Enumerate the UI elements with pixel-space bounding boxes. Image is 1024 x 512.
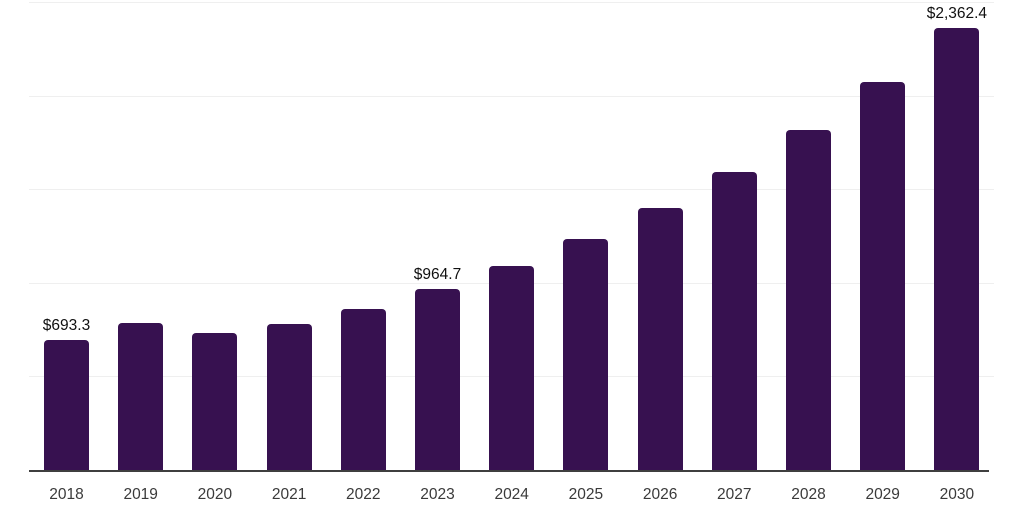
bar-2019 [118,323,164,470]
data-label-2023: $964.7 [413,266,462,284]
bar-2029 [860,82,906,470]
x-axis-line [29,470,989,472]
bar-2022 [340,309,386,470]
bar-2025 [563,238,609,470]
bar-2020 [192,333,238,470]
bar-2023 [415,289,460,470]
bar-2021 [266,324,312,470]
x-tick-2028: 2028 [791,486,826,503]
x-tick-2023: 2023 [420,486,455,503]
bar-2018 [44,340,89,470]
gridline-2500 [29,2,994,3]
x-tick-2021: 2021 [271,486,307,503]
bar-2028 [786,129,831,470]
x-tick-2024: 2024 [494,486,529,503]
data-label-2018: $693.3 [42,317,91,335]
x-tick-2020: 2020 [197,486,233,503]
bar-2027 [711,171,757,470]
x-tick-2019: 2019 [123,486,158,503]
x-tick-2025: 2025 [568,486,604,503]
x-tick-2030: 2030 [939,486,975,503]
bar-2026 [637,207,683,470]
x-tick-2022: 2022 [346,486,381,503]
x-tick-2027: 2027 [717,486,752,503]
gridline-1500 [29,189,994,191]
bar-2024 [489,265,535,470]
data-label-2030: $2,362.4 [926,4,988,22]
x-tick-2029: 2029 [865,486,900,503]
bar-2030 [934,27,980,470]
x-tick-2018: 2018 [49,486,84,503]
gridline-2000 [29,95,994,97]
x-tick-2026: 2026 [642,486,678,503]
